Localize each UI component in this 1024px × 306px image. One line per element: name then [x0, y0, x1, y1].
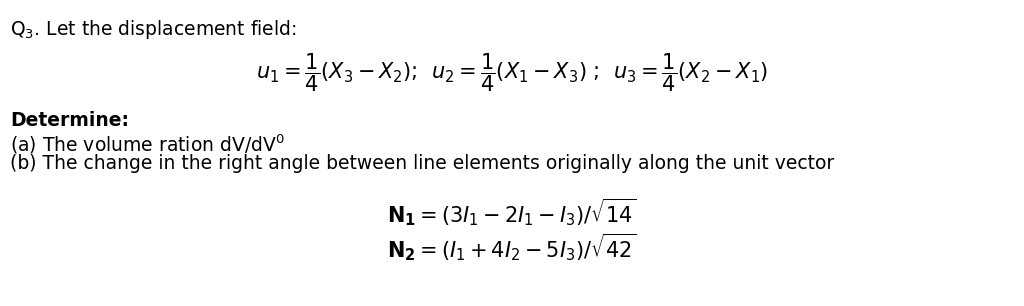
Text: (a) The volume ration dV/dV$^0$: (a) The volume ration dV/dV$^0$ — [10, 133, 285, 156]
Text: (b) The change in the right angle between line elements originally along the uni: (b) The change in the right angle betwee… — [10, 154, 835, 173]
Text: $\mathbf{N_1} = (3I_1 - 2I_1 - I_3)/\sqrt{14}$: $\mathbf{N_1} = (3I_1 - 2I_1 - I_3)/\sqr… — [387, 196, 637, 228]
Text: Determine:: Determine: — [10, 111, 129, 130]
Text: $u_1 = \dfrac{1}{4}(X_3 - X_2)$;  $u_2 = \dfrac{1}{4}(X_1 - X_3)$ ;  $u_3 = \dfr: $u_1 = \dfrac{1}{4}(X_3 - X_2)$; $u_2 = … — [256, 51, 768, 94]
Text: Q$_3$. Let the displacement field:: Q$_3$. Let the displacement field: — [10, 18, 297, 41]
Text: $\mathbf{N_2} = (I_1 + 4I_2 - 5I_3)/\sqrt{42}$: $\mathbf{N_2} = (I_1 + 4I_2 - 5I_3)/\sqr… — [387, 231, 637, 263]
